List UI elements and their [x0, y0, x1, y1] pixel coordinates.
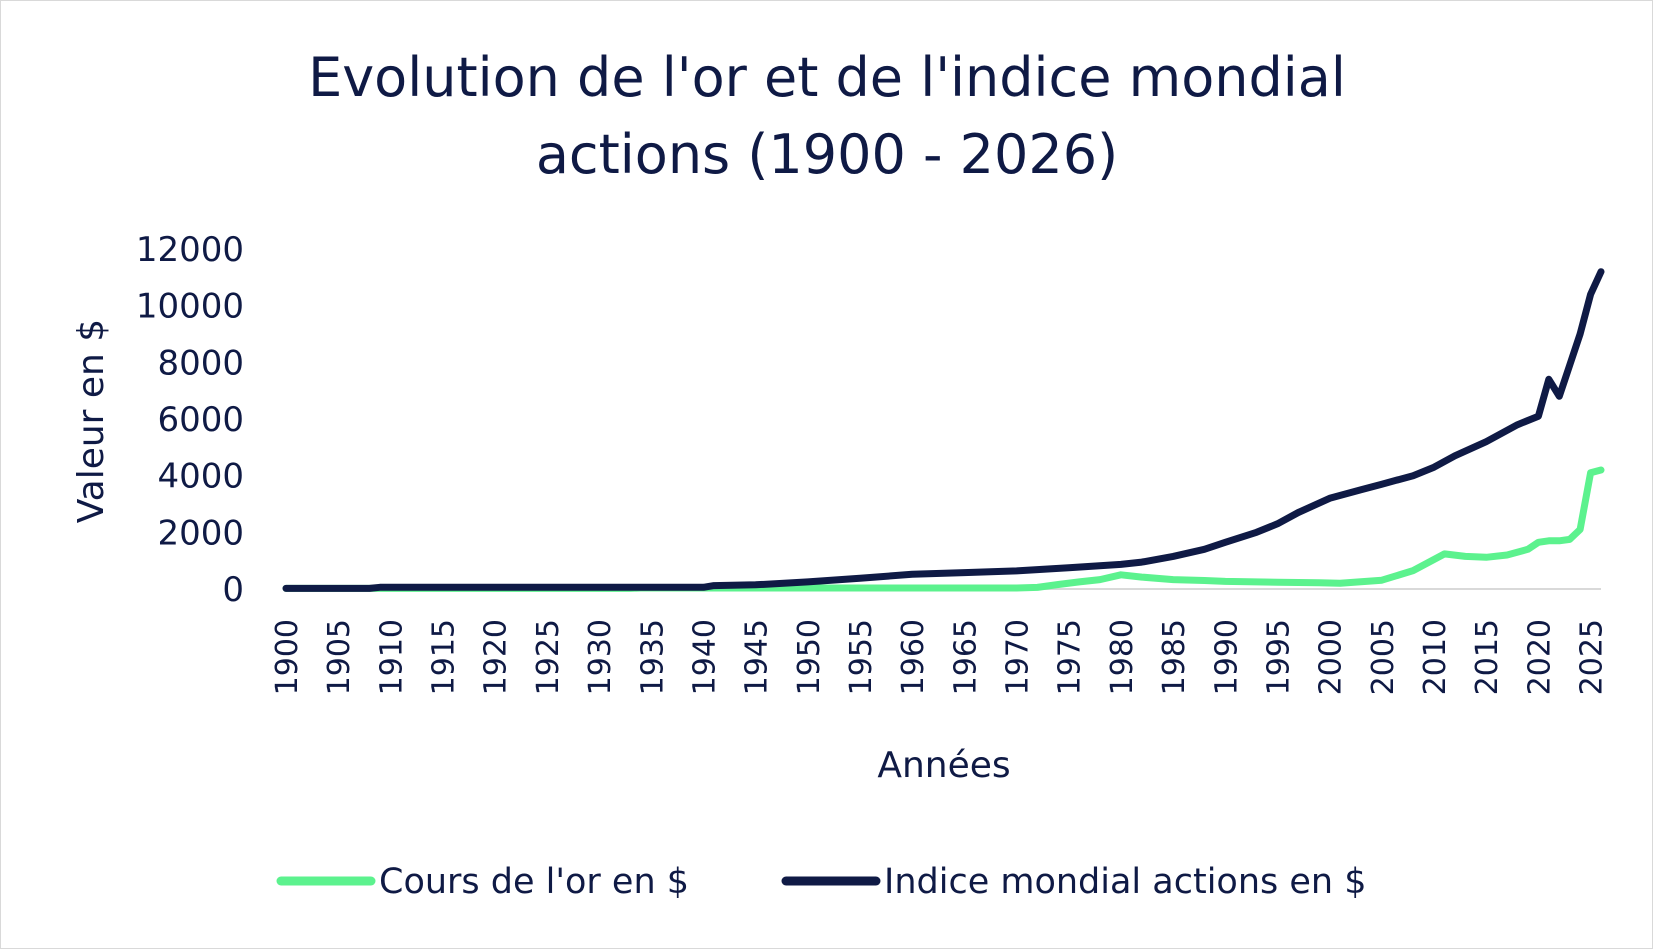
series-lines: [282, 268, 1605, 592]
x-tick-label: 2000: [1314, 619, 1349, 695]
chart-title-line-1: Evolution de l'or et de l'indice mondial: [308, 46, 1346, 109]
x-tick-label: 1995: [1261, 619, 1296, 695]
x-tick-label: 1920: [479, 619, 514, 695]
chart-title: Evolution de l'or et de l'indice mondial…: [308, 46, 1346, 186]
x-tick-label: 2025: [1575, 619, 1610, 695]
x-tick-label: 1900: [270, 619, 305, 695]
y-tick-label: 6000: [157, 400, 244, 440]
x-tick-label: 2005: [1366, 619, 1401, 695]
x-axis-ticks: 1900 1905 1910 1915 1920 1925 1930 1935 1940 1945…: [270, 619, 1610, 695]
x-tick-label: 1985: [1157, 619, 1192, 695]
y-axis-label: Valeur en $: [71, 319, 112, 523]
x-axis-label: Années: [877, 745, 1010, 786]
series-line-gold: [282, 466, 1605, 592]
x-tick-label: 2015: [1470, 619, 1505, 695]
x-tick-label: 2010: [1418, 619, 1453, 695]
x-tick-label: 1960: [896, 619, 931, 695]
x-tick-label: 1945: [740, 619, 775, 695]
y-tick-label: 12000: [136, 230, 244, 270]
x-tick-label: 1905: [322, 619, 357, 695]
x-tick-label: 1970: [1001, 619, 1036, 695]
x-tick-label: 2020: [1522, 619, 1557, 695]
legend-item-gold: Cours de l'or en $: [276, 862, 689, 902]
x-tick-label: 1975: [1053, 619, 1088, 695]
legend-item-world-equity: Indice mondial actions en $: [781, 862, 1366, 902]
chart-title-line-2: actions (1900 - 2026): [536, 123, 1118, 186]
x-tick-label: 1965: [948, 619, 983, 695]
x-tick-label: 1940: [687, 619, 722, 695]
y-tick-label: 8000: [157, 343, 244, 383]
x-tick-label: 1955: [844, 619, 879, 695]
y-tick-label: 4000: [157, 457, 244, 497]
x-tick-label: 1930: [583, 619, 618, 695]
series-line-world-equity: [282, 268, 1605, 592]
y-tick-label: 2000: [157, 513, 244, 553]
x-tick-label: 1980: [1105, 619, 1140, 695]
y-axis-ticks: 0 2000 4000 6000 8000 10000 12000: [136, 230, 244, 610]
legend-label-gold: Cours de l'or en $: [379, 862, 689, 902]
legend: Cours de l'or en $ Indice mondial action…: [276, 862, 1366, 902]
x-tick-label: 1990: [1209, 619, 1244, 695]
x-tick-label: 1910: [374, 619, 409, 695]
y-tick-label: 10000: [136, 287, 244, 327]
legend-label-world-equity: Indice mondial actions en $: [884, 862, 1366, 902]
x-tick-label: 1925: [531, 619, 566, 695]
x-tick-label: 1935: [635, 619, 670, 695]
x-tick-label: 1950: [792, 619, 827, 695]
x-tick-label: 1915: [427, 619, 462, 695]
y-tick-label: 0: [222, 570, 244, 610]
